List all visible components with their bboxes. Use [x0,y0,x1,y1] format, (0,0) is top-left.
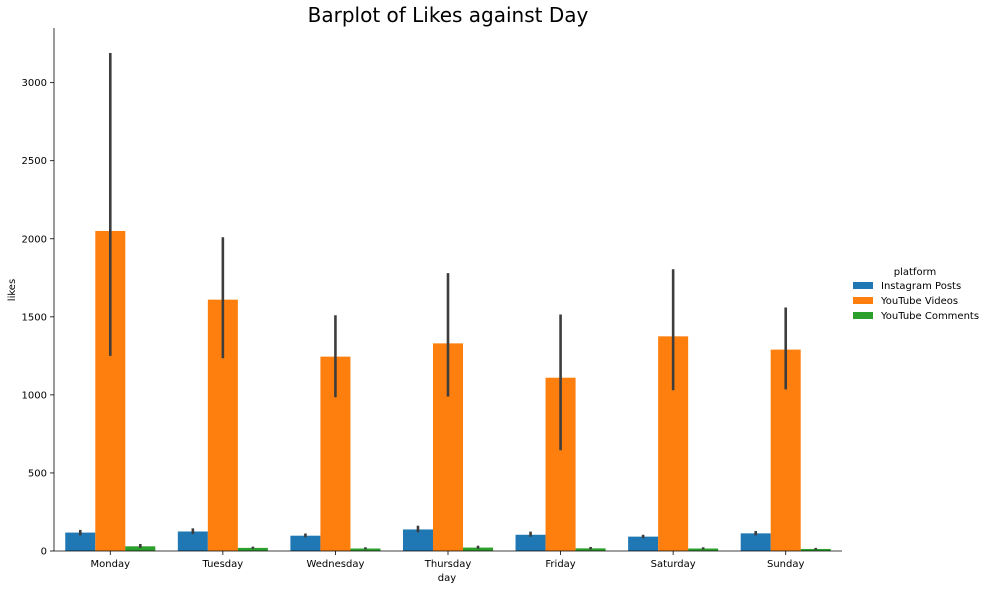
bar [628,536,659,551]
y-tick-label: 1000 [22,390,47,401]
bar [740,533,771,551]
legend-label: Instagram Posts [881,281,961,292]
legend-label: YouTube Videos [880,296,958,307]
x-tick-label: Wednesday [306,559,364,570]
bar [65,532,96,551]
legend-title: platform [894,267,937,278]
legend-label: YouTube Comments [880,311,979,322]
bar [350,548,381,551]
bar [515,534,546,551]
legend-swatch [853,297,873,304]
bar [125,546,156,551]
y-tick-label: 2000 [22,234,47,245]
x-tick-label: Sunday [767,559,804,570]
bar [688,548,719,551]
bar [463,547,494,551]
y-tick-label: 2500 [22,156,47,167]
y-tick-label: 500 [28,468,47,479]
x-tick-label: Thursday [424,559,472,570]
bar [402,529,433,551]
bar [177,531,208,551]
bar [290,535,321,551]
legend-swatch [853,282,873,289]
x-tick-label: Saturday [651,559,696,570]
y-tick-label: 0 [41,547,47,558]
error-bars-layer [78,52,818,550]
x-tick-label: Friday [545,559,575,570]
x-tick-label: Tuesday [202,559,244,570]
y-axis-label: likes [7,279,18,301]
x-axis-label: day [438,573,456,584]
chart-title: Barplot of Likes against Day [308,3,589,27]
axes-layer: 0 500 1000 1500 2000 2500 3000 Monday Tuesday Wed… [22,28,842,570]
y-tick-label: 3000 [22,78,47,89]
legend: platform Instagram Posts YouTube Videos Yo… [853,267,979,322]
bar [237,547,268,551]
legend-swatch [853,312,873,319]
bar [575,548,606,551]
bar [800,548,831,551]
y-tick-label: 1500 [22,312,47,323]
x-tick-label: Monday [91,559,131,570]
